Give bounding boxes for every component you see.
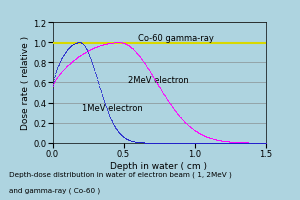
Text: and gamma-ray ( Co-60 ): and gamma-ray ( Co-60 ) (9, 187, 100, 193)
Text: 2MeV electron: 2MeV electron (128, 76, 188, 85)
Text: Depth-dose distribution in water of electron beam ( 1, 2MeV ): Depth-dose distribution in water of elec… (9, 171, 232, 177)
Y-axis label: Dose rate ( relative ): Dose rate ( relative ) (21, 36, 30, 130)
Text: 1MeV electron: 1MeV electron (82, 103, 143, 112)
X-axis label: Depth in water ( cm ): Depth in water ( cm ) (110, 161, 208, 170)
Text: Co-60 gamma-ray: Co-60 gamma-ray (138, 34, 214, 43)
